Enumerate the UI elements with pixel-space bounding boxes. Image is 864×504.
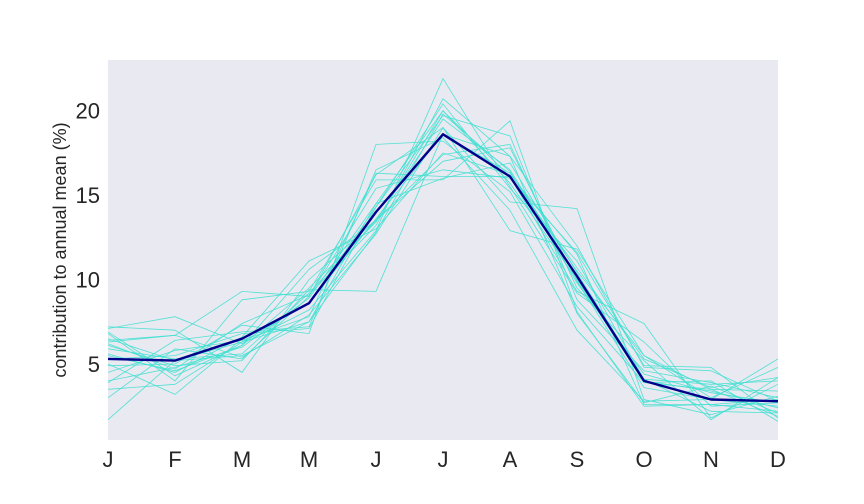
series-line-12: [107, 127, 779, 392]
mean-series: [107, 133, 779, 403]
y-axis-ticks: 5 10 15 20: [76, 99, 100, 377]
series-line-14: [107, 115, 779, 399]
series-line-8: [107, 162, 779, 414]
y-tick-label: 15: [76, 183, 100, 208]
x-tick-label: N: [703, 447, 719, 472]
x-tick-label: J: [438, 447, 449, 472]
x-tick-label: O: [635, 447, 652, 472]
series-line-7: [107, 147, 779, 407]
mean-line: [107, 133, 779, 403]
x-tick-label: M: [233, 447, 251, 472]
series-line-11: [107, 169, 779, 419]
x-tick-label: A: [503, 447, 518, 472]
series-line-17: [107, 143, 779, 421]
y-tick-label: 20: [76, 99, 100, 124]
series-line-15: [107, 140, 779, 422]
x-tick-label: S: [570, 447, 585, 472]
series-lines: [107, 77, 779, 422]
series-line-16: [107, 120, 779, 412]
x-tick-label: J: [371, 447, 382, 472]
series-line-20: [107, 172, 779, 419]
x-tick-label: M: [300, 447, 318, 472]
plot-background: [108, 60, 778, 440]
x-tick-label: J: [103, 447, 114, 472]
x-tick-label: D: [770, 447, 786, 472]
y-tick-label: 10: [76, 268, 100, 293]
series-line-18: [107, 77, 779, 407]
y-axis-label: contribution to annual mean (%): [50, 122, 70, 377]
series-line-4: [107, 103, 779, 395]
series-line-19: [107, 98, 779, 414]
x-tick-label: F: [168, 447, 181, 472]
y-tick-label: 5: [88, 352, 100, 377]
